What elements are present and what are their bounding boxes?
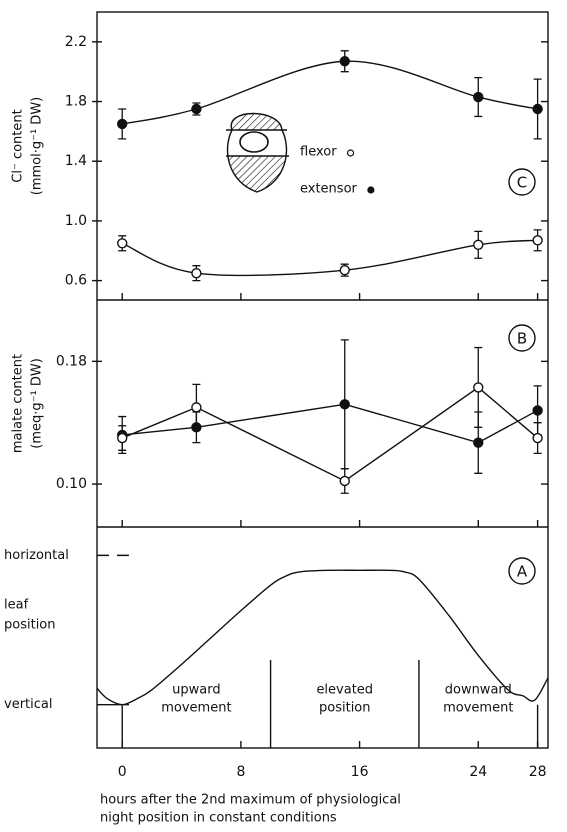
series-line	[121, 386, 539, 482]
y-tick-label: 1.8	[65, 94, 87, 110]
y-tick-label: 0.10	[56, 476, 87, 492]
data-point	[339, 56, 350, 67]
y-axis-label: (mmol·g⁻¹ DW)	[30, 97, 45, 196]
legend-marker	[367, 186, 375, 194]
y-axis-label: Cl⁻ content	[11, 109, 26, 182]
segment-label: downward	[445, 683, 512, 698]
series-line	[96, 569, 549, 706]
data-point	[191, 402, 202, 413]
panel-label: A	[517, 563, 528, 581]
series-line	[121, 239, 538, 277]
segment-label: elevated	[316, 683, 373, 698]
segment-label: movement	[443, 701, 513, 716]
legend-marker	[346, 149, 355, 157]
segment-label: upward	[172, 683, 220, 698]
x-axis-label: hours after the 2nd maximum of physiolog…	[100, 793, 401, 808]
panel-badge	[508, 324, 536, 352]
series-line	[122, 60, 538, 125]
y-axis-label: position	[4, 618, 56, 633]
data-point	[532, 235, 543, 246]
data-point	[532, 432, 543, 444]
panel-badge	[508, 168, 536, 196]
panel-badge	[508, 557, 536, 585]
cross-section-icon	[226, 112, 289, 193]
data-point	[339, 264, 350, 276]
series-line	[122, 403, 538, 444]
x-tick-label: 16	[351, 764, 369, 780]
data-point	[117, 118, 128, 130]
panel-label: C	[517, 174, 527, 192]
y-tick-label: 0.18	[56, 353, 87, 369]
x-tick-label: 8	[236, 764, 245, 780]
x-tick-label: 28	[529, 764, 547, 780]
y-tick-label: 1.4	[65, 153, 87, 169]
x-axis-label: night position in constant conditions	[100, 811, 337, 826]
data-point	[473, 239, 484, 250]
segment-label: position	[319, 701, 371, 716]
segment-label: movement	[161, 701, 231, 716]
data-point	[473, 91, 484, 103]
frame	[96, 11, 549, 749]
data-point	[339, 475, 350, 487]
y-tick-label: 1.0	[65, 213, 87, 229]
data-point	[117, 238, 128, 249]
data-point	[339, 399, 350, 410]
data-point	[473, 437, 484, 448]
data-point	[191, 267, 202, 279]
legend-label: extensor	[300, 182, 358, 197]
data-point	[473, 382, 484, 393]
data-point	[191, 103, 202, 115]
y-tick-label: 0.6	[65, 273, 87, 289]
y-axis-label: leaf	[4, 598, 29, 613]
data-point	[532, 405, 543, 416]
data-point	[117, 432, 128, 444]
y-axis-label: malate content	[11, 354, 26, 453]
data-point	[532, 103, 543, 115]
y-tick-label: 2.2	[65, 34, 87, 50]
y-tick-label: horizontal	[4, 548, 69, 563]
x-tick-label: 0	[118, 764, 127, 780]
x-tick-label: 24	[469, 764, 487, 780]
y-tick-label: vertical	[4, 697, 52, 712]
legend-label: flexor	[300, 145, 337, 160]
y-axis-label: (meq·g⁻¹ DW)	[30, 358, 45, 449]
panel-label: B	[517, 330, 527, 348]
